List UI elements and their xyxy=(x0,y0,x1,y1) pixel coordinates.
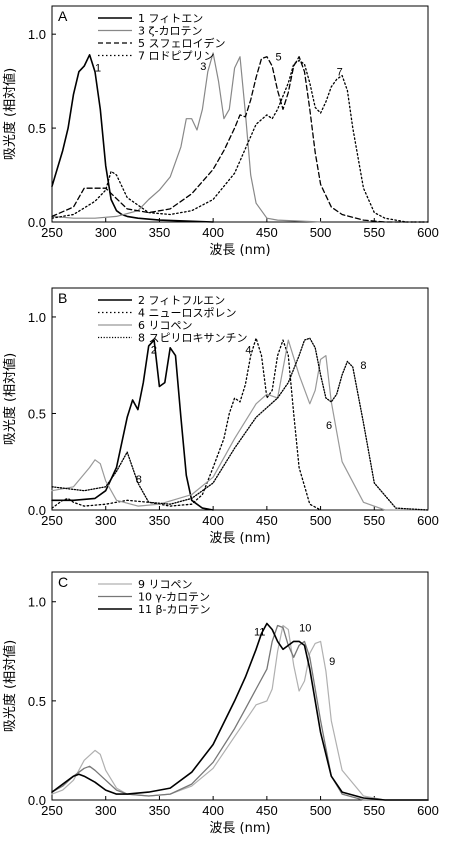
panel-a: 250 300 350 400 450 500 550 600 0.0 0.5 1.0 波長 (nm)… xyxy=(2,5,439,258)
series-line-3 xyxy=(51,339,429,511)
series-line-2 xyxy=(51,52,322,223)
y-tick-label: 0.5 xyxy=(28,121,46,136)
curve-annotation: 9 xyxy=(329,656,335,668)
y-tick-label: 0.5 xyxy=(28,694,46,709)
legend-label: 4 ニューロスポレン xyxy=(138,307,237,320)
x-tick-label: 400 xyxy=(202,803,224,818)
legend-label: 5 スフェロイデン xyxy=(138,36,226,50)
y-tick-label: 1.0 xyxy=(28,310,46,325)
legend-label: 7 ロドピプリン xyxy=(138,50,215,63)
x-tick-label: 350 xyxy=(149,803,171,818)
legend-label: 9 リコペン xyxy=(138,578,193,591)
y-tick-label: 1.0 xyxy=(28,595,46,610)
x-tick-label: 350 xyxy=(149,225,171,240)
x-tick-label: 400 xyxy=(202,513,224,528)
panel-label: B xyxy=(58,290,67,306)
series-line-4 xyxy=(51,337,429,511)
legend-label: 1 フィトエン xyxy=(138,12,203,25)
x-tick-label: 450 xyxy=(256,513,278,528)
x-tick-label: 500 xyxy=(310,513,332,528)
curve-annotation: 5 xyxy=(275,51,281,63)
plot-frame xyxy=(51,571,429,801)
curve-annotation: 3 xyxy=(200,61,206,73)
plot-frame xyxy=(51,5,429,223)
y-tick-label: 0.0 xyxy=(28,503,46,518)
curve-annotation: 11 xyxy=(254,626,265,638)
legend-label: 6 リコペン xyxy=(138,319,193,332)
legend-label: 2 フィトフルエン xyxy=(138,294,225,307)
curve-annotation: 8 xyxy=(360,360,366,372)
legend-label: 10 γ-カロテン xyxy=(138,591,210,604)
x-tick-label: 600 xyxy=(417,225,439,240)
x-axis-label: 波長 (nm) xyxy=(209,243,270,258)
x-tick-label: 300 xyxy=(95,803,117,818)
y-tick-label: 0.5 xyxy=(28,406,46,421)
x-tick-label: 450 xyxy=(256,225,278,240)
curve-annotation: 10 xyxy=(299,622,311,634)
x-tick-label: 250 xyxy=(41,225,63,240)
x-tick-label: 400 xyxy=(202,225,224,240)
y-tick-label: 0.0 xyxy=(28,793,46,808)
curve-annotation: 1 xyxy=(95,63,101,75)
y-axis-label: 吸光度 (相対値) xyxy=(2,353,18,445)
series-line-1 xyxy=(51,624,429,801)
x-tick-label: 550 xyxy=(363,225,385,240)
x-tick-label: 500 xyxy=(310,803,332,818)
curve-annotation: 7 xyxy=(337,66,343,78)
curve-annotation: 4 xyxy=(245,345,251,357)
series-line-1 xyxy=(51,54,214,223)
series-line-1 xyxy=(51,339,214,511)
x-axis-label: 波長 (nm) xyxy=(209,821,270,836)
x-tick-label: 500 xyxy=(310,225,332,240)
series-line-4 xyxy=(51,59,429,223)
curve-annotation: 8 xyxy=(136,474,142,486)
x-axis-label: 波長 (nm) xyxy=(209,531,270,546)
x-tick-label: 450 xyxy=(256,803,278,818)
x-tick-label: 300 xyxy=(95,513,117,528)
legend-label: 11 β-カロテン xyxy=(138,603,210,616)
series-line-2 xyxy=(51,337,322,511)
panel-c: 250 300 350 400 450 500 550 600 0.0 0.5 1.0 波長 (nm)… xyxy=(2,571,439,836)
plot-frame xyxy=(51,287,429,511)
series-line-2 xyxy=(51,624,429,801)
series-line-3 xyxy=(51,622,429,801)
y-axis-label: 吸光度 (相対値) xyxy=(2,640,18,732)
panel-b: 250 300 350 400 450 500 550 600 0.0 0.5 1.0 波長 (nm)… xyxy=(2,287,439,546)
y-tick-label: 1.0 xyxy=(28,27,46,42)
x-tick-label: 350 xyxy=(149,513,171,528)
y-tick-label: 0.0 xyxy=(28,215,46,230)
x-tick-label: 550 xyxy=(363,803,385,818)
curve-annotation: 2 xyxy=(151,345,157,357)
panel-label: A xyxy=(58,8,68,24)
series-line-3 xyxy=(51,56,429,223)
legend-label: 8 スピリロキサンチン xyxy=(138,332,248,345)
legend-label: 3 ζ-カロテン xyxy=(138,25,202,38)
curve-annotation: 6 xyxy=(326,420,332,432)
x-tick-label: 600 xyxy=(417,803,439,818)
panel-label: C xyxy=(58,574,68,590)
x-tick-label: 550 xyxy=(363,513,385,528)
y-axis-label: 吸光度 (相対値) xyxy=(2,68,18,160)
x-tick-label: 300 xyxy=(95,225,117,240)
x-tick-label: 250 xyxy=(41,513,63,528)
x-tick-label: 600 xyxy=(417,513,439,528)
x-tick-label: 250 xyxy=(41,803,63,818)
